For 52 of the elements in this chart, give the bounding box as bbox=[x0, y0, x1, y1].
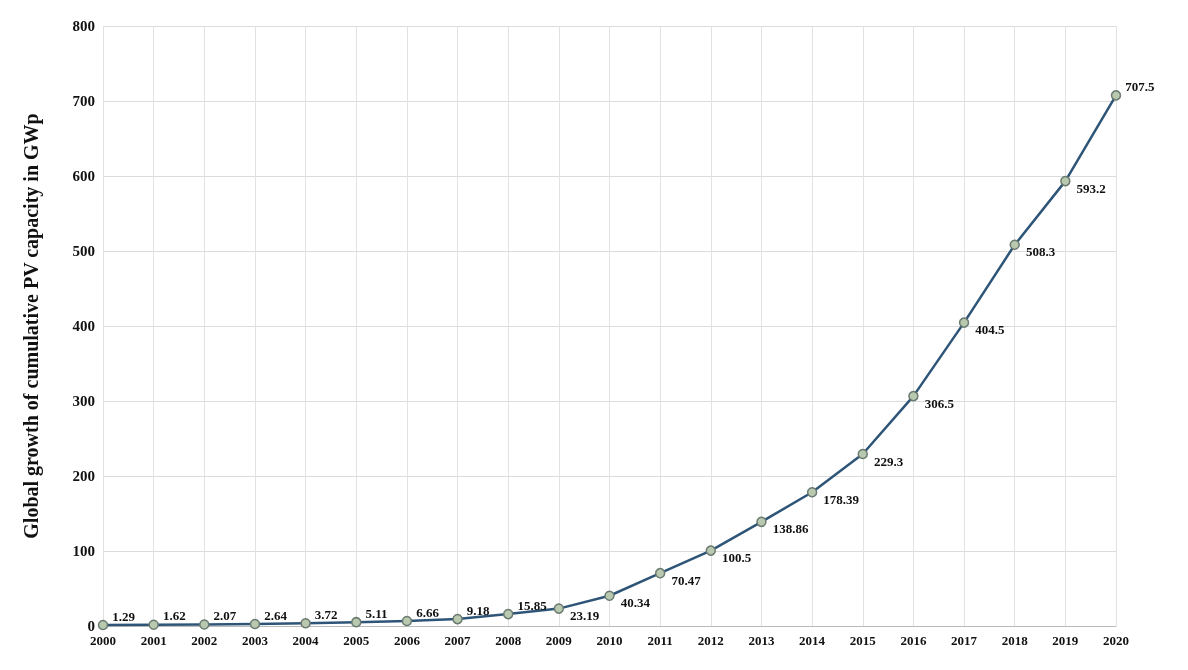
y-tick-label: 800 bbox=[72, 18, 95, 34]
data-label: 70.47 bbox=[671, 572, 702, 588]
y-tick-label: 500 bbox=[72, 243, 95, 259]
data-label: 1.29 bbox=[112, 608, 136, 624]
y-tick-label: 100 bbox=[72, 543, 95, 559]
x-tick-label: 2002 bbox=[191, 633, 218, 648]
data-label: 9.18 bbox=[466, 602, 491, 618]
x-tick-label: 2006 bbox=[393, 633, 421, 648]
x-tick-label: 2007 bbox=[444, 633, 472, 648]
data-label: 306.5 bbox=[924, 395, 955, 411]
x-tick-label: 2015 bbox=[849, 633, 877, 648]
data-label: 2.64 bbox=[264, 607, 288, 623]
y-tick-label: 0 bbox=[87, 618, 95, 634]
data-label: 15.85 bbox=[517, 597, 548, 613]
data-label: 3.72 bbox=[314, 606, 338, 622]
data-label: 100.5 bbox=[722, 550, 752, 566]
x-tick-label: 2013 bbox=[748, 633, 775, 648]
x-tick-label: 2004 bbox=[292, 633, 320, 648]
x-tick-label: 2003 bbox=[241, 633, 269, 648]
x-tick-label: 2017 bbox=[951, 633, 978, 648]
x-tick-label: 2000 bbox=[90, 633, 116, 648]
x-tick-label: 2005 bbox=[343, 633, 370, 648]
x-tick-label: 2020 bbox=[1103, 633, 1129, 648]
data-label: 178.39 bbox=[823, 491, 860, 507]
y-tick-label: 300 bbox=[72, 393, 95, 409]
data-label: 593.2 bbox=[1076, 180, 1106, 196]
y-tick-label: 200 bbox=[72, 468, 95, 484]
data-label: 5.11 bbox=[365, 605, 388, 621]
y-tick-label: 600 bbox=[72, 168, 95, 184]
data-label: 6.66 bbox=[416, 604, 440, 620]
x-tick-label: 2008 bbox=[495, 633, 522, 648]
x-tick-label: 2014 bbox=[799, 633, 826, 648]
y-tick-label: 400 bbox=[72, 318, 95, 334]
data-label: 40.34 bbox=[620, 595, 651, 611]
data-label: 707.5 bbox=[1125, 78, 1155, 94]
data-label: 23.19 bbox=[570, 608, 600, 624]
data-label: 404.5 bbox=[975, 322, 1006, 338]
y-tick-label: 700 bbox=[72, 93, 95, 109]
x-tick-label: 2018 bbox=[1001, 633, 1029, 648]
data-label: 1.62 bbox=[162, 608, 186, 624]
data-label: 229.3 bbox=[874, 453, 904, 469]
x-tick-label: 2009 bbox=[545, 633, 573, 648]
x-tick-label: 2019 bbox=[1052, 633, 1079, 648]
y-axis-title: Global growth of cumulative PV capacity in GWp bbox=[20, 113, 43, 539]
data-label: 508.3 bbox=[1025, 244, 1056, 260]
x-tick-label: 2010 bbox=[596, 633, 623, 648]
data-label: 2.07 bbox=[213, 607, 237, 623]
x-tick-label: 2012 bbox=[697, 633, 724, 648]
x-tick-label: 2001 bbox=[140, 633, 167, 648]
data-label: 138.86 bbox=[772, 521, 809, 537]
x-tick-label: 2016 bbox=[900, 633, 927, 648]
x-tick-label: 2011 bbox=[647, 633, 673, 648]
